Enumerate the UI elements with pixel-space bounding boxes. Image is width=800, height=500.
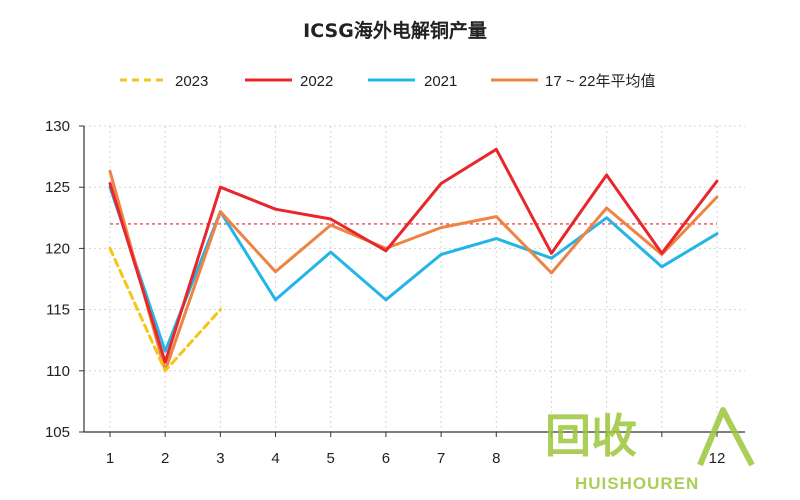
- chart-title: ICSG海外电解铜产量: [303, 19, 487, 42]
- y-tick-label: 115: [46, 302, 70, 319]
- legend: 2023 2022 2021 17 ~ 22年平均值: [120, 73, 655, 90]
- y-tick-label: 130: [45, 118, 70, 135]
- y-axis: 105 110 115 120 125 130: [45, 118, 85, 441]
- x-tick-label: 4: [271, 450, 279, 467]
- watermark-logo: 回收: [545, 409, 637, 463]
- watermark-mountain-icon: [697, 407, 755, 467]
- x-tick-label: 1: [106, 450, 114, 467]
- y-tick-label: 120: [45, 240, 70, 257]
- y-tick-label: 105: [45, 424, 70, 441]
- x-tick-label: 6: [382, 450, 390, 467]
- y-tick-label: 110: [46, 363, 70, 380]
- x-tick-label: 8: [492, 450, 500, 467]
- legend-label-2022: 2022: [300, 73, 333, 90]
- x-tick-label: 7: [437, 450, 445, 467]
- x-tick-label: 12: [709, 450, 726, 467]
- series-group: [108, 147, 719, 373]
- grid: [84, 125, 745, 432]
- x-axis: 1 2 3 4 5 6 7 8 12: [84, 431, 745, 467]
- legend-label-17 ~ 22年平均值: 17 ~ 22年平均值: [545, 73, 655, 90]
- watermark-brand: HUISHOUREN: [575, 474, 699, 493]
- x-tick-label: 2: [161, 450, 169, 467]
- series-line-2022: [108, 147, 719, 364]
- x-tick-label: 5: [327, 450, 335, 467]
- series-line-2023: [108, 246, 222, 373]
- legend-label-2023: 2023: [175, 73, 208, 90]
- legend-label-2021: 2021: [424, 73, 457, 90]
- series-line-17 ~ 22年平均值: [108, 169, 719, 373]
- watermark: 回收 HUISHOUREN: [545, 407, 755, 493]
- x-tick-label: 3: [216, 450, 224, 467]
- y-tick-label: 125: [45, 179, 70, 196]
